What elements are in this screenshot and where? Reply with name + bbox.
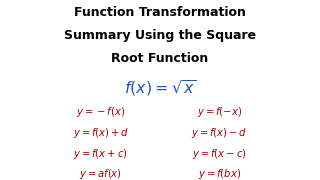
- Text: Summary Using the Square: Summary Using the Square: [64, 29, 256, 42]
- Text: $y = af(x)$: $y = af(x)$: [79, 167, 122, 180]
- Text: $y = f(x - c)$: $y = f(x - c)$: [192, 147, 246, 161]
- Text: $y = f(x) + d$: $y = f(x) + d$: [73, 126, 129, 140]
- Text: Function Transformation: Function Transformation: [74, 6, 246, 19]
- Text: $y = f(x + c)$: $y = f(x + c)$: [74, 147, 128, 161]
- Text: $y = f(bx)$: $y = f(bx)$: [197, 167, 241, 180]
- Text: Root Function: Root Function: [111, 52, 209, 65]
- Text: $\mathit{f}(\mathit{x}) = \sqrt{\mathit{x}}$: $\mathit{f}(\mathit{x}) = \sqrt{\mathit{…: [124, 78, 196, 98]
- Text: $y = f(x) - d$: $y = f(x) - d$: [191, 126, 247, 140]
- Text: $y = -f(x)$: $y = -f(x)$: [76, 105, 125, 119]
- Text: $y = f(-x)$: $y = f(-x)$: [196, 105, 242, 119]
